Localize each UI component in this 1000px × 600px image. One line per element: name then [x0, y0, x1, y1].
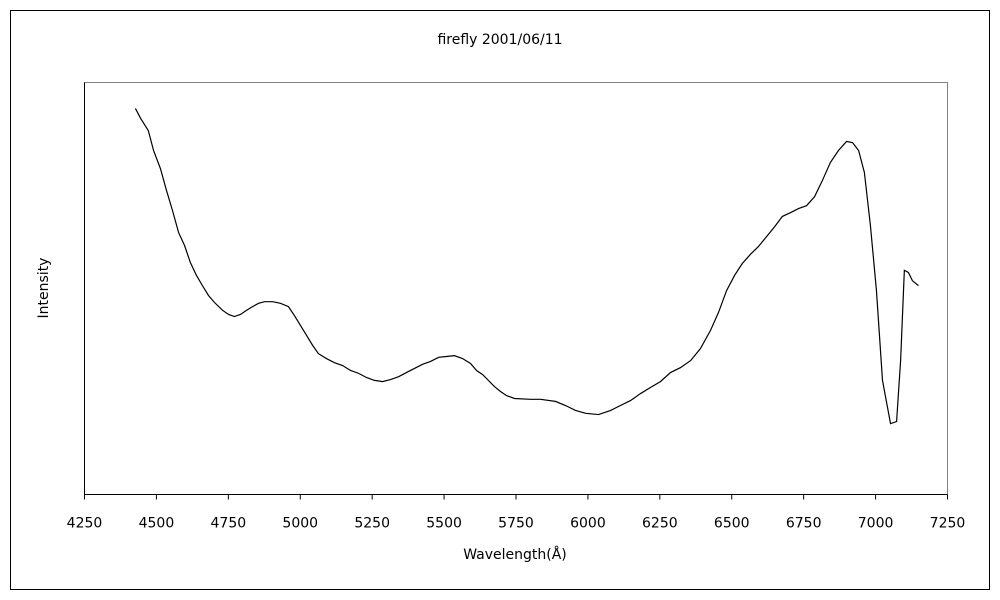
x-tick-label: 5500 [426, 516, 462, 532]
x-tick-label: 4750 [211, 516, 247, 532]
x-tick-label: 5750 [498, 516, 534, 532]
x-tick-label: 7250 [930, 516, 966, 532]
x-tick-label: 4250 [67, 516, 103, 532]
x-tick-label: 6500 [714, 516, 750, 532]
x-tick-label: 6750 [786, 516, 822, 532]
x-axis-label: Wavelength(Å) [463, 546, 567, 563]
x-tick-label: 6250 [642, 516, 678, 532]
x-tick-label: 6000 [570, 516, 606, 532]
chart-title: firefly 2001/06/11 [437, 32, 562, 48]
y-axis-label: Intensity [36, 258, 52, 319]
x-tick-label: 7000 [858, 516, 894, 532]
spectrum-line [134, 108, 919, 425]
x-tick-label: 5250 [354, 516, 390, 532]
x-tick-label: 4500 [139, 516, 175, 532]
x-tick-label: 5000 [282, 516, 318, 532]
chart-border [10, 10, 990, 590]
